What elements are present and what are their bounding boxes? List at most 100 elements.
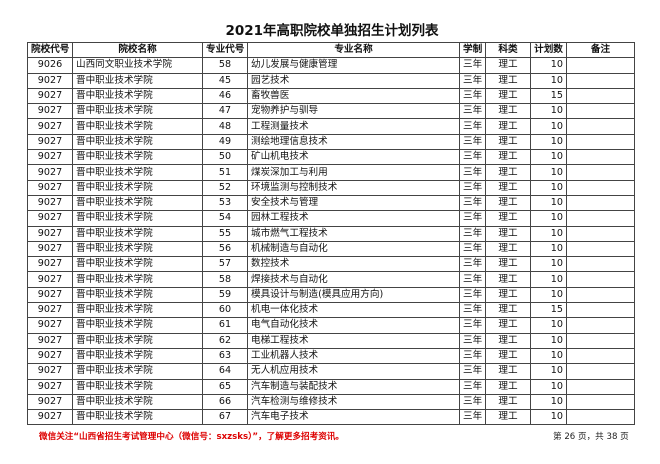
table-row: 9027 晋中职业技术学院 62 电梯工程技术 三年 理工 10 (27, 332, 635, 349)
cell-category: 理工 (485, 363, 531, 380)
cell-major-code: 65 (202, 378, 248, 395)
cell-remarks (566, 103, 635, 120)
cell-major-code: 57 (202, 256, 248, 273)
cell-category: 理工 (485, 256, 531, 273)
header-major-name: 专业名称 (247, 41, 460, 59)
cell-duration: 三年 (459, 363, 486, 380)
table-row: 9026 山西同文职业技术学院 58 幼儿发展与健康管理 三年 理工 10 (27, 57, 635, 74)
table-row: 9027 晋中职业技术学院 50 矿山机电技术 三年 理工 10 (27, 149, 635, 166)
cell-remarks (566, 164, 635, 181)
cell-major-name: 汽车检测与维修技术 (247, 393, 460, 411)
cell-plan-count: 15 (530, 87, 567, 105)
page-number: 第 26 页，共 38 页 (553, 432, 629, 442)
table-row: 9027 晋中职业技术学院 56 机械制造与自动化 三年 理工 10 (27, 240, 635, 258)
cell-school-name: 晋中职业技术学院 (72, 225, 203, 242)
cell-remarks (566, 332, 635, 349)
cell-school-code: 9027 (27, 149, 73, 166)
cell-remarks (566, 194, 635, 212)
cell-school-code: 9027 (27, 225, 73, 242)
cell-remarks (566, 271, 635, 288)
cell-major-name: 城市燃气工程技术 (247, 225, 460, 242)
cell-category: 理工 (485, 133, 531, 151)
cell-remarks (566, 302, 635, 319)
table-header-row: 院校代号 院校名称 专业代号 专业名称 学制 科类 计划数 备注 (27, 41, 635, 59)
cell-remarks (566, 87, 635, 105)
cell-duration: 三年 (459, 271, 486, 288)
cell-school-name: 山西同文职业技术学院 (72, 57, 203, 74)
cell-major-name: 幼儿发展与健康管理 (247, 57, 460, 74)
cell-school-name: 晋中职业技术学院 (72, 194, 203, 212)
cell-major-code: 58 (202, 271, 248, 288)
enrollment-table: 院校代号 院校名称 专业代号 专业名称 学制 科类 计划数 备注 9026 山西同文职业技术学院… (27, 41, 635, 426)
cell-school-code: 9027 (27, 210, 73, 227)
table-row: 9027 晋中职业技术学院 54 园林工程技术 三年 理工 10 (27, 210, 635, 227)
cell-category: 理工 (485, 194, 531, 212)
cell-major-name: 工程测量技术 (247, 118, 460, 135)
cell-category: 理工 (485, 179, 531, 196)
cell-duration: 三年 (459, 210, 486, 227)
cell-remarks (566, 363, 635, 380)
cell-school-code: 9027 (27, 393, 73, 411)
cell-duration: 三年 (459, 57, 486, 74)
cell-duration: 三年 (459, 256, 486, 273)
table-row: 9027 晋中职业技术学院 49 测绘地理信息技术 三年 理工 10 (27, 133, 635, 151)
cell-category: 理工 (485, 240, 531, 258)
cell-remarks (566, 317, 635, 334)
cell-remarks (566, 179, 635, 196)
cell-duration: 三年 (459, 72, 486, 89)
cell-school-name: 晋中职业技术学院 (72, 240, 203, 258)
cell-major-name: 环境监测与控制技术 (247, 179, 460, 196)
cell-category: 理工 (485, 271, 531, 288)
cell-remarks (566, 286, 635, 304)
table-row: 9027 晋中职业技术学院 58 焊接技术与自动化 三年 理工 10 (27, 271, 635, 288)
cell-plan-count: 10 (530, 103, 567, 120)
table-row: 9027 晋中职业技术学院 66 汽车检测与维修技术 三年 理工 10 (27, 393, 635, 411)
cell-major-name: 宠物养护与驯导 (247, 103, 460, 120)
cell-plan-count: 10 (530, 164, 567, 181)
cell-major-name: 数控技术 (247, 256, 460, 273)
cell-remarks (566, 393, 635, 411)
cell-duration: 三年 (459, 87, 486, 105)
header-school-name: 院校名称 (72, 41, 203, 59)
cell-remarks (566, 240, 635, 258)
cell-school-code: 9027 (27, 378, 73, 395)
cell-plan-count: 10 (530, 393, 567, 411)
cell-remarks (566, 210, 635, 227)
header-school-code: 院校代号 (27, 41, 73, 59)
cell-remarks (566, 72, 635, 89)
cell-duration: 三年 (459, 302, 486, 319)
cell-school-code: 9027 (27, 347, 73, 365)
table-row: 9027 晋中职业技术学院 63 工业机器人技术 三年 理工 10 (27, 347, 635, 365)
cell-school-name: 晋中职业技术学院 (72, 164, 203, 181)
table-row: 9027 晋中职业技术学院 47 宠物养护与驯导 三年 理工 10 (27, 103, 635, 120)
cell-major-code: 46 (202, 87, 248, 105)
cell-plan-count: 10 (530, 240, 567, 258)
cell-plan-count: 15 (530, 302, 567, 319)
cell-major-code: 53 (202, 194, 248, 212)
table-row: 9027 晋中职业技术学院 46 畜牧兽医 三年 理工 15 (27, 87, 635, 105)
cell-major-name: 机电一体化技术 (247, 302, 460, 319)
cell-duration: 三年 (459, 133, 486, 151)
cell-plan-count: 10 (530, 256, 567, 273)
cell-remarks (566, 57, 635, 74)
cell-major-code: 51 (202, 164, 248, 181)
header-category: 科类 (485, 41, 531, 59)
cell-school-code: 9027 (27, 103, 73, 120)
table-row: 9027 晋中职业技术学院 65 汽车制造与装配技术 三年 理工 10 (27, 378, 635, 395)
cell-school-name: 晋中职业技术学院 (72, 302, 203, 319)
header-remarks: 备注 (566, 41, 635, 59)
table-row: 9027 晋中职业技术学院 57 数控技术 三年 理工 10 (27, 256, 635, 273)
cell-category: 理工 (485, 118, 531, 135)
table-row: 9027 晋中职业技术学院 48 工程测量技术 三年 理工 10 (27, 118, 635, 135)
cell-plan-count: 10 (530, 286, 567, 304)
cell-school-code: 9027 (27, 87, 73, 105)
cell-school-name: 晋中职业技术学院 (72, 271, 203, 288)
cell-category: 理工 (485, 378, 531, 395)
cell-duration: 三年 (459, 409, 486, 426)
cell-duration: 三年 (459, 317, 486, 334)
cell-school-name: 晋中职业技术学院 (72, 393, 203, 411)
cell-plan-count: 10 (530, 133, 567, 151)
cell-plan-count: 10 (530, 225, 567, 242)
table-row: 9027 晋中职业技术学院 52 环境监测与控制技术 三年 理工 10 (27, 179, 635, 196)
header-major-code: 专业代号 (202, 41, 248, 59)
